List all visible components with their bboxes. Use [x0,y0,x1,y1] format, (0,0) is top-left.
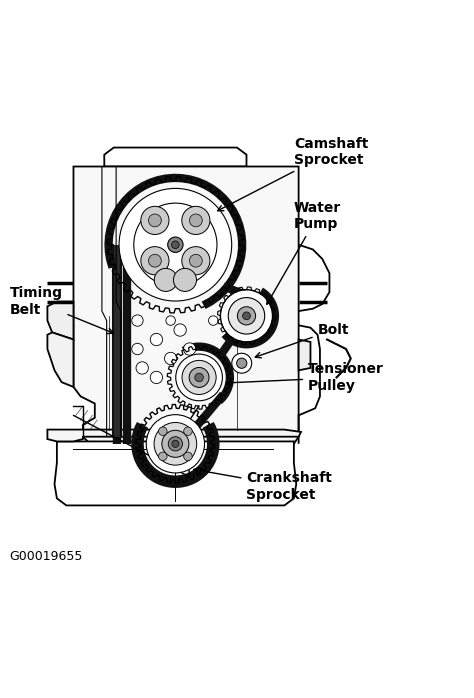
Circle shape [232,353,252,373]
Polygon shape [55,441,296,505]
Circle shape [168,437,182,451]
Circle shape [146,415,205,473]
Circle shape [150,371,163,384]
Circle shape [176,354,222,401]
Text: Timing
Belt: Timing Belt [9,286,113,334]
Circle shape [150,334,163,346]
Polygon shape [299,339,310,371]
Bar [113,245,121,437]
Circle shape [184,427,192,436]
Circle shape [174,324,186,336]
Polygon shape [73,167,299,444]
Text: Crankshaft
Sprocket: Crankshaft Sprocket [194,468,332,502]
Circle shape [154,269,177,292]
Circle shape [182,246,210,275]
Circle shape [184,452,192,461]
Circle shape [243,312,250,320]
Polygon shape [104,147,246,167]
Text: G00019655: G00019655 [9,550,83,563]
Circle shape [168,237,183,253]
Circle shape [164,352,177,364]
Circle shape [195,373,203,382]
Circle shape [158,427,167,436]
Circle shape [237,358,247,369]
Polygon shape [47,302,73,339]
Text: Bolt: Bolt [255,323,349,358]
Circle shape [172,241,179,248]
Text: Camshaft
Sprocket: Camshaft Sprocket [218,138,368,211]
Text: Water
Pump: Water Pump [267,201,341,304]
Circle shape [154,422,197,465]
Circle shape [183,343,196,355]
Circle shape [220,290,273,342]
Circle shape [132,315,143,326]
Circle shape [209,315,218,325]
Circle shape [119,188,232,301]
Circle shape [141,207,169,235]
Circle shape [190,214,202,227]
Circle shape [134,203,217,286]
Circle shape [136,362,148,374]
Circle shape [158,452,167,461]
Circle shape [190,254,202,267]
Circle shape [162,430,189,457]
Circle shape [228,297,264,334]
Text: Tensioner
Pulley: Tensioner Pulley [226,362,384,392]
Polygon shape [47,429,301,441]
Polygon shape [47,332,73,387]
Circle shape [141,246,169,275]
Circle shape [132,343,143,355]
Circle shape [148,254,161,267]
Circle shape [173,269,197,292]
Circle shape [237,306,255,325]
Circle shape [172,440,179,447]
Circle shape [148,214,161,227]
Circle shape [166,315,175,325]
Circle shape [182,207,210,235]
Circle shape [189,367,209,387]
Circle shape [182,360,216,394]
